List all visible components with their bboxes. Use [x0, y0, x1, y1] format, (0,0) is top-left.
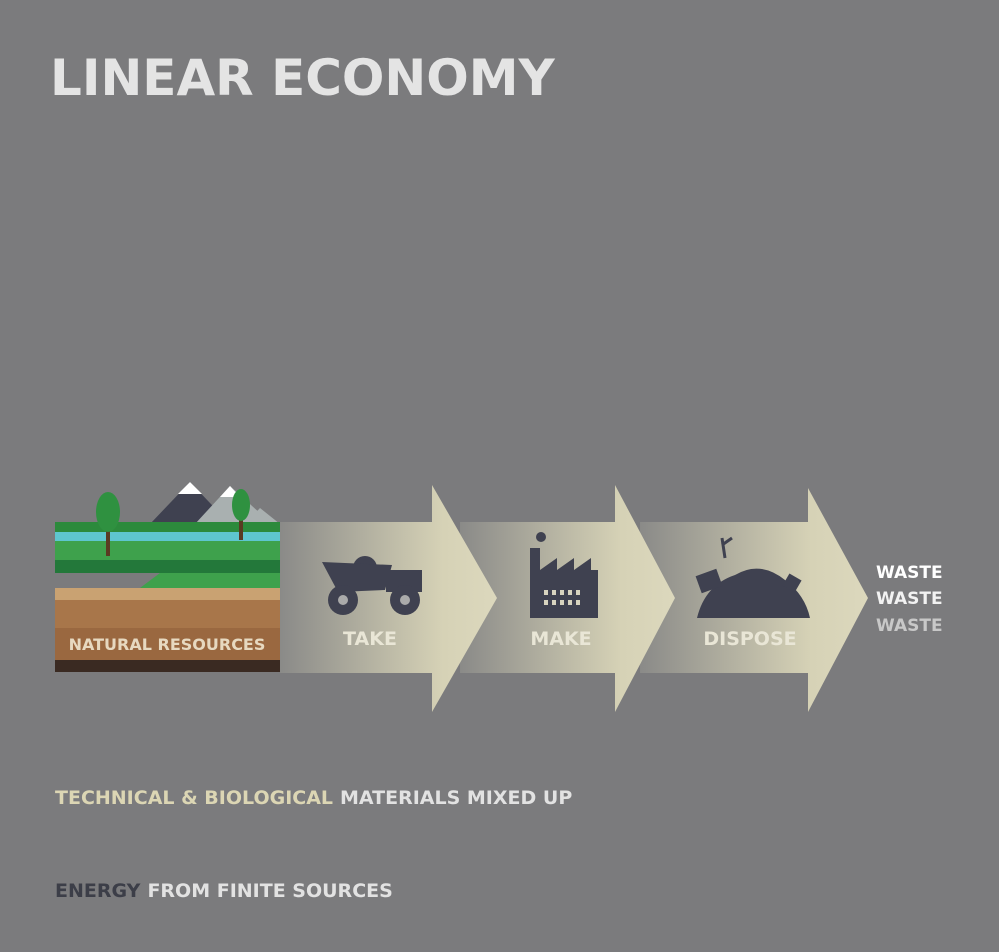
output-label: WASTE	[876, 563, 943, 583]
note-part: TECHNICAL & BIOLOGICAL	[55, 787, 333, 809]
step-label: MAKE	[530, 628, 591, 650]
note: ENERGY FROM FINITE SOURCES	[55, 880, 393, 902]
background	[0, 0, 999, 952]
note-part: FROM FINITE SOURCES	[147, 880, 392, 902]
infographic: LINEAR ECONOMY NATURAL RESOURCES	[0, 0, 999, 952]
note: TECHNICAL & BIOLOGICAL MATERIALS MIXED UP	[55, 787, 572, 809]
step-label: DISPOSE	[703, 628, 796, 650]
source-label: NATURAL RESOURCES	[69, 635, 266, 654]
output-label: WASTE	[876, 589, 943, 609]
note-part: ENERGY	[55, 880, 141, 902]
note-part: MATERIALS MIXED UP	[340, 787, 572, 809]
title: LINEAR ECONOMY	[50, 49, 556, 107]
step-label: TAKE	[343, 628, 397, 650]
output-label: WASTE	[876, 616, 943, 636]
